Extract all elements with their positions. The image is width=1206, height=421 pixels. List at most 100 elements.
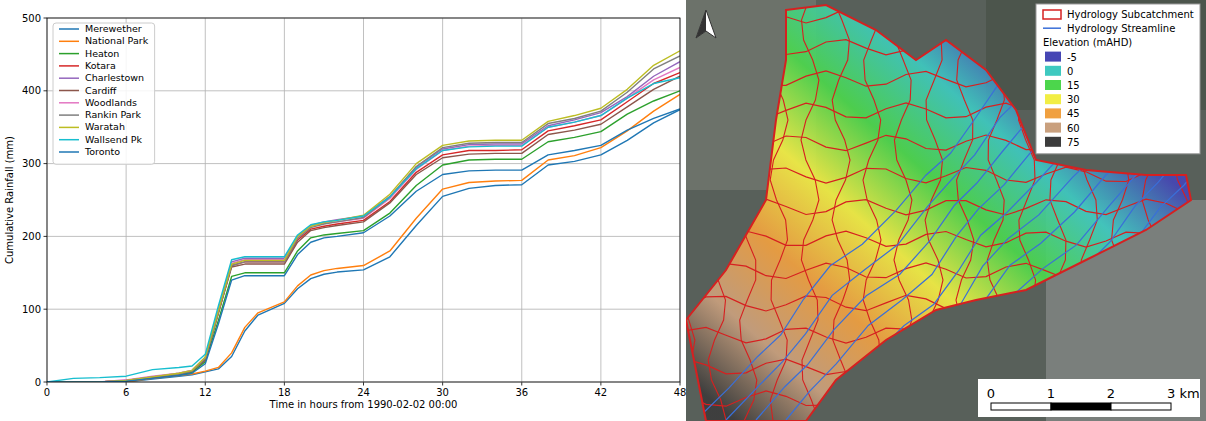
x-tick: [47, 382, 48, 386]
y-tick-label: 300: [22, 158, 41, 169]
legend-swatch: [1045, 137, 1061, 147]
subcatchment-boundary: [863, 0, 881, 421]
north-arrow-half: [696, 10, 706, 38]
x-tick-label: 48: [674, 387, 687, 398]
legend-swatch: [59, 102, 79, 104]
legend-label: Hydrology Streamline: [1067, 23, 1175, 34]
imagery: [686, 0, 1206, 421]
y-tick: [44, 163, 48, 164]
y-tick-label: 100: [22, 304, 41, 315]
legend-swatch: [59, 90, 79, 92]
legend-swatch: [59, 53, 79, 55]
plot-frame: [47, 18, 680, 382]
legend-swatch: [59, 139, 79, 141]
y-tick: [44, 90, 48, 91]
subcatchment-boundary: [686, 359, 1206, 375]
x-tick-label: 30: [436, 387, 449, 398]
subcatchment-boundary: [925, 0, 943, 421]
rainfall-chart: 06121824303642480100200300400500Time in …: [4, 13, 686, 411]
legend-swatch: [1045, 108, 1061, 118]
streamline: [786, 59, 1126, 421]
y-tick-label: 0: [35, 377, 41, 388]
x-grid: [521, 18, 522, 382]
legend-label: 15: [1067, 80, 1080, 91]
legend-swatch: [59, 114, 79, 116]
y-tick: [44, 309, 48, 310]
subcatchment-boundary: [1018, 0, 1036, 421]
x-grid: [442, 18, 443, 382]
x-tick: [363, 382, 364, 386]
map: Hydrology SubcatchmentHydrology Streamli…: [677, 0, 1206, 421]
y-grid: [47, 236, 680, 237]
subcatchment-boundary: [956, 0, 974, 421]
scale-bar-label: 0: [987, 386, 995, 401]
x-tick: [600, 382, 601, 386]
scale-bar-segment: [1111, 403, 1171, 410]
legend-label: Charlestown: [85, 72, 144, 83]
subcatchment-boundary: [801, 0, 819, 421]
legend-label: Cardiff: [85, 85, 117, 96]
map-legend-box: [1036, 4, 1200, 154]
legend-label: Heaton: [85, 48, 119, 59]
y-tick: [44, 236, 48, 237]
y-tick-label: 200: [22, 231, 41, 242]
legend-swatch: [59, 65, 79, 67]
legend-swatch: [1045, 80, 1061, 90]
x-tick-label: 6: [123, 387, 129, 398]
legend-swatch: [59, 28, 79, 30]
scale-bar-segment: [991, 403, 1051, 410]
streamline: [756, 63, 1098, 420]
x-tick: [442, 382, 443, 386]
map-legend: Hydrology SubcatchmentHydrology Streamli…: [1036, 4, 1200, 154]
x-tick-label: 42: [595, 387, 608, 398]
legend-label: Rankin Park: [85, 109, 141, 120]
legend-swatch: [1045, 52, 1061, 62]
legend-label: 75: [1067, 137, 1080, 148]
map-body: [686, 0, 1206, 421]
legend-swatch: [1043, 10, 1061, 19]
x-tick: [126, 382, 127, 386]
y-tick-label: 400: [22, 85, 41, 96]
subcatchment-boundary: [686, 327, 1206, 343]
y-tick-label: 500: [22, 13, 41, 24]
x-tick: [284, 382, 285, 386]
x-axis-title: Time in hours from 1990-02-02 00:00: [269, 399, 458, 410]
scale-bar-label: 2: [1107, 386, 1115, 401]
legend-label: -5: [1067, 52, 1077, 63]
legend-label: 30: [1067, 94, 1080, 105]
legend-label: Waratah: [85, 121, 125, 132]
series-line: [47, 94, 680, 382]
x-tick-label: 0: [44, 387, 50, 398]
x-grid: [205, 18, 206, 382]
legend-box: [53, 23, 155, 164]
legend-swatch: [59, 151, 79, 153]
streamline: [696, 62, 1029, 420]
subcatchment-boundary: [686, 263, 1206, 279]
legend-swatch: [1045, 94, 1061, 104]
y-tick: [44, 18, 48, 19]
background: [0, 0, 1206, 421]
x-grid: [284, 18, 285, 382]
y-tick: [44, 382, 48, 383]
scale-bar-segment: [1051, 403, 1111, 410]
legend-swatch: [1043, 27, 1061, 29]
legend-swatch: [59, 127, 79, 129]
x-tick-label: 18: [278, 387, 291, 398]
legend: MerewetherNational ParkHeatonKotaraCharl…: [53, 23, 155, 164]
legend-swatch: [1045, 123, 1061, 133]
subcatchment-boundary: [987, 0, 1005, 421]
legend-label: Toronto: [84, 146, 120, 157]
y-axis-title: Cumulative Rainfall (mm): [4, 136, 15, 264]
y-grid: [47, 309, 680, 310]
x-grid: [363, 18, 364, 382]
network: [686, 0, 1206, 421]
x-tick-label: 24: [357, 387, 370, 398]
scale-bar-box: [978, 379, 1200, 417]
subcatchment-boundary: [708, 0, 726, 421]
legend-swatch: [59, 41, 79, 43]
x-tick: [521, 382, 522, 386]
x-tick-label: 12: [199, 387, 212, 398]
legend-label: 60: [1067, 123, 1080, 134]
x-tick: [680, 382, 681, 386]
legend-label: National Park: [85, 35, 149, 46]
